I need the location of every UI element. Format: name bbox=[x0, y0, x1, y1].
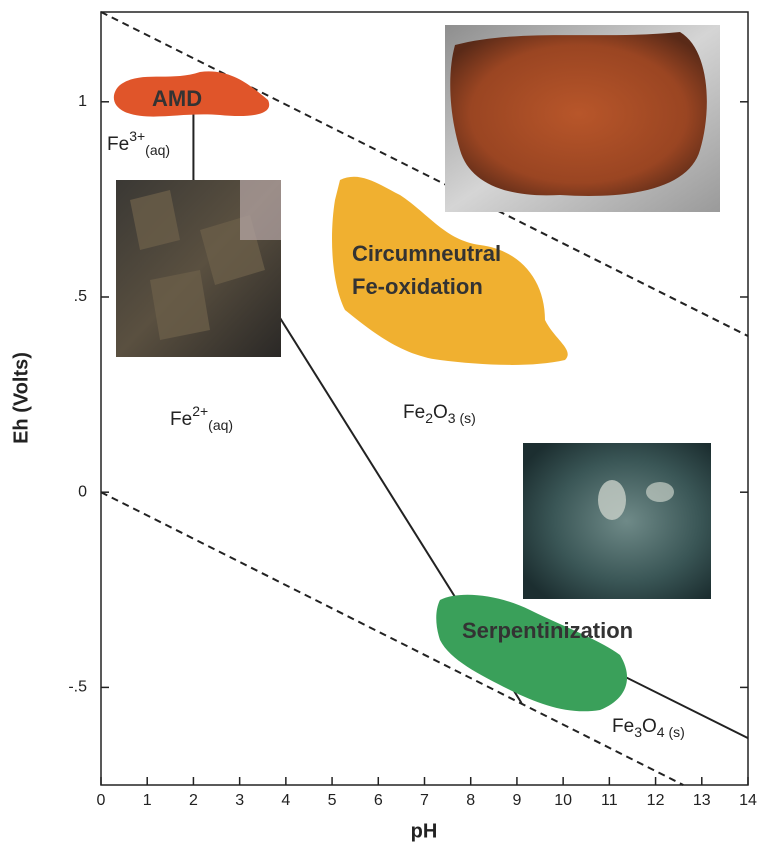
annotation-part: O bbox=[642, 716, 657, 737]
x-tick-label: 11 bbox=[601, 792, 618, 809]
annotation: Fe2O3 (s) bbox=[403, 402, 476, 426]
serpentinization-region bbox=[436, 595, 627, 712]
x-tick-label: 7 bbox=[420, 792, 429, 809]
annotation-part: 3+ bbox=[129, 128, 145, 144]
x-tick-label: 0 bbox=[97, 792, 106, 809]
annotation: Fe-oxidation bbox=[352, 274, 483, 299]
annotation-part: (aq) bbox=[208, 417, 233, 433]
y-tick-label: 0 bbox=[78, 483, 87, 500]
rock-photo bbox=[445, 25, 720, 212]
annotation-part: Fe-oxidation bbox=[352, 274, 483, 299]
annotation-part: Fe bbox=[170, 409, 192, 430]
x-tick-label: 6 bbox=[374, 792, 383, 809]
x-tick-label: 5 bbox=[328, 792, 337, 809]
x-axis-title: pH bbox=[411, 820, 438, 842]
annotation-part: 2 bbox=[425, 410, 433, 426]
chart: 01234567891011121314-.50.51 AMDFe3+(aq)C… bbox=[0, 0, 763, 856]
y-tick-label: -.5 bbox=[68, 679, 87, 696]
annotation-part: AMD bbox=[152, 86, 202, 111]
seafloor-photo bbox=[523, 443, 711, 599]
x-tick-label: 10 bbox=[554, 792, 572, 809]
annotation: Serpentinization bbox=[462, 618, 633, 643]
annotation-part: O bbox=[433, 402, 448, 423]
annotation: Fe3O4 (s) bbox=[612, 716, 685, 740]
y-tick-label: .5 bbox=[74, 288, 87, 305]
x-tick-label: 2 bbox=[189, 792, 198, 809]
y-tick-label: 1 bbox=[78, 93, 87, 110]
annotation-part: Circumneutral bbox=[352, 241, 501, 266]
x-tick-label: 9 bbox=[512, 792, 521, 809]
x-tick-label: 3 bbox=[235, 792, 244, 809]
y-axis-title: Eh (Volts) bbox=[10, 352, 32, 444]
annotation-part: 3 bbox=[634, 724, 642, 740]
annotation: Fe2+(aq) bbox=[170, 403, 233, 433]
x-tick-label: 14 bbox=[739, 792, 757, 809]
annotation-part: 3 (s) bbox=[448, 410, 476, 426]
annotation-part: Fe bbox=[612, 716, 634, 737]
mineral-photo bbox=[116, 180, 281, 357]
x-tick-label: 1 bbox=[143, 792, 152, 809]
annotation-part: Serpentinization bbox=[462, 618, 633, 643]
annotation-part: 4 (s) bbox=[657, 724, 685, 740]
x-tick-label: 12 bbox=[647, 792, 665, 809]
annotation-part: (aq) bbox=[145, 142, 170, 158]
annotation-part: Fe bbox=[107, 134, 129, 155]
x-tick-label: 4 bbox=[281, 792, 290, 809]
x-tick-label: 8 bbox=[466, 792, 475, 809]
annotation-part: Fe bbox=[403, 402, 425, 423]
annotation: Fe3+(aq) bbox=[107, 128, 170, 158]
annotation: AMD bbox=[152, 86, 202, 111]
annotation: Circumneutral bbox=[352, 241, 501, 266]
x-tick-label: 13 bbox=[693, 792, 711, 809]
annotation-part: 2+ bbox=[192, 403, 208, 419]
